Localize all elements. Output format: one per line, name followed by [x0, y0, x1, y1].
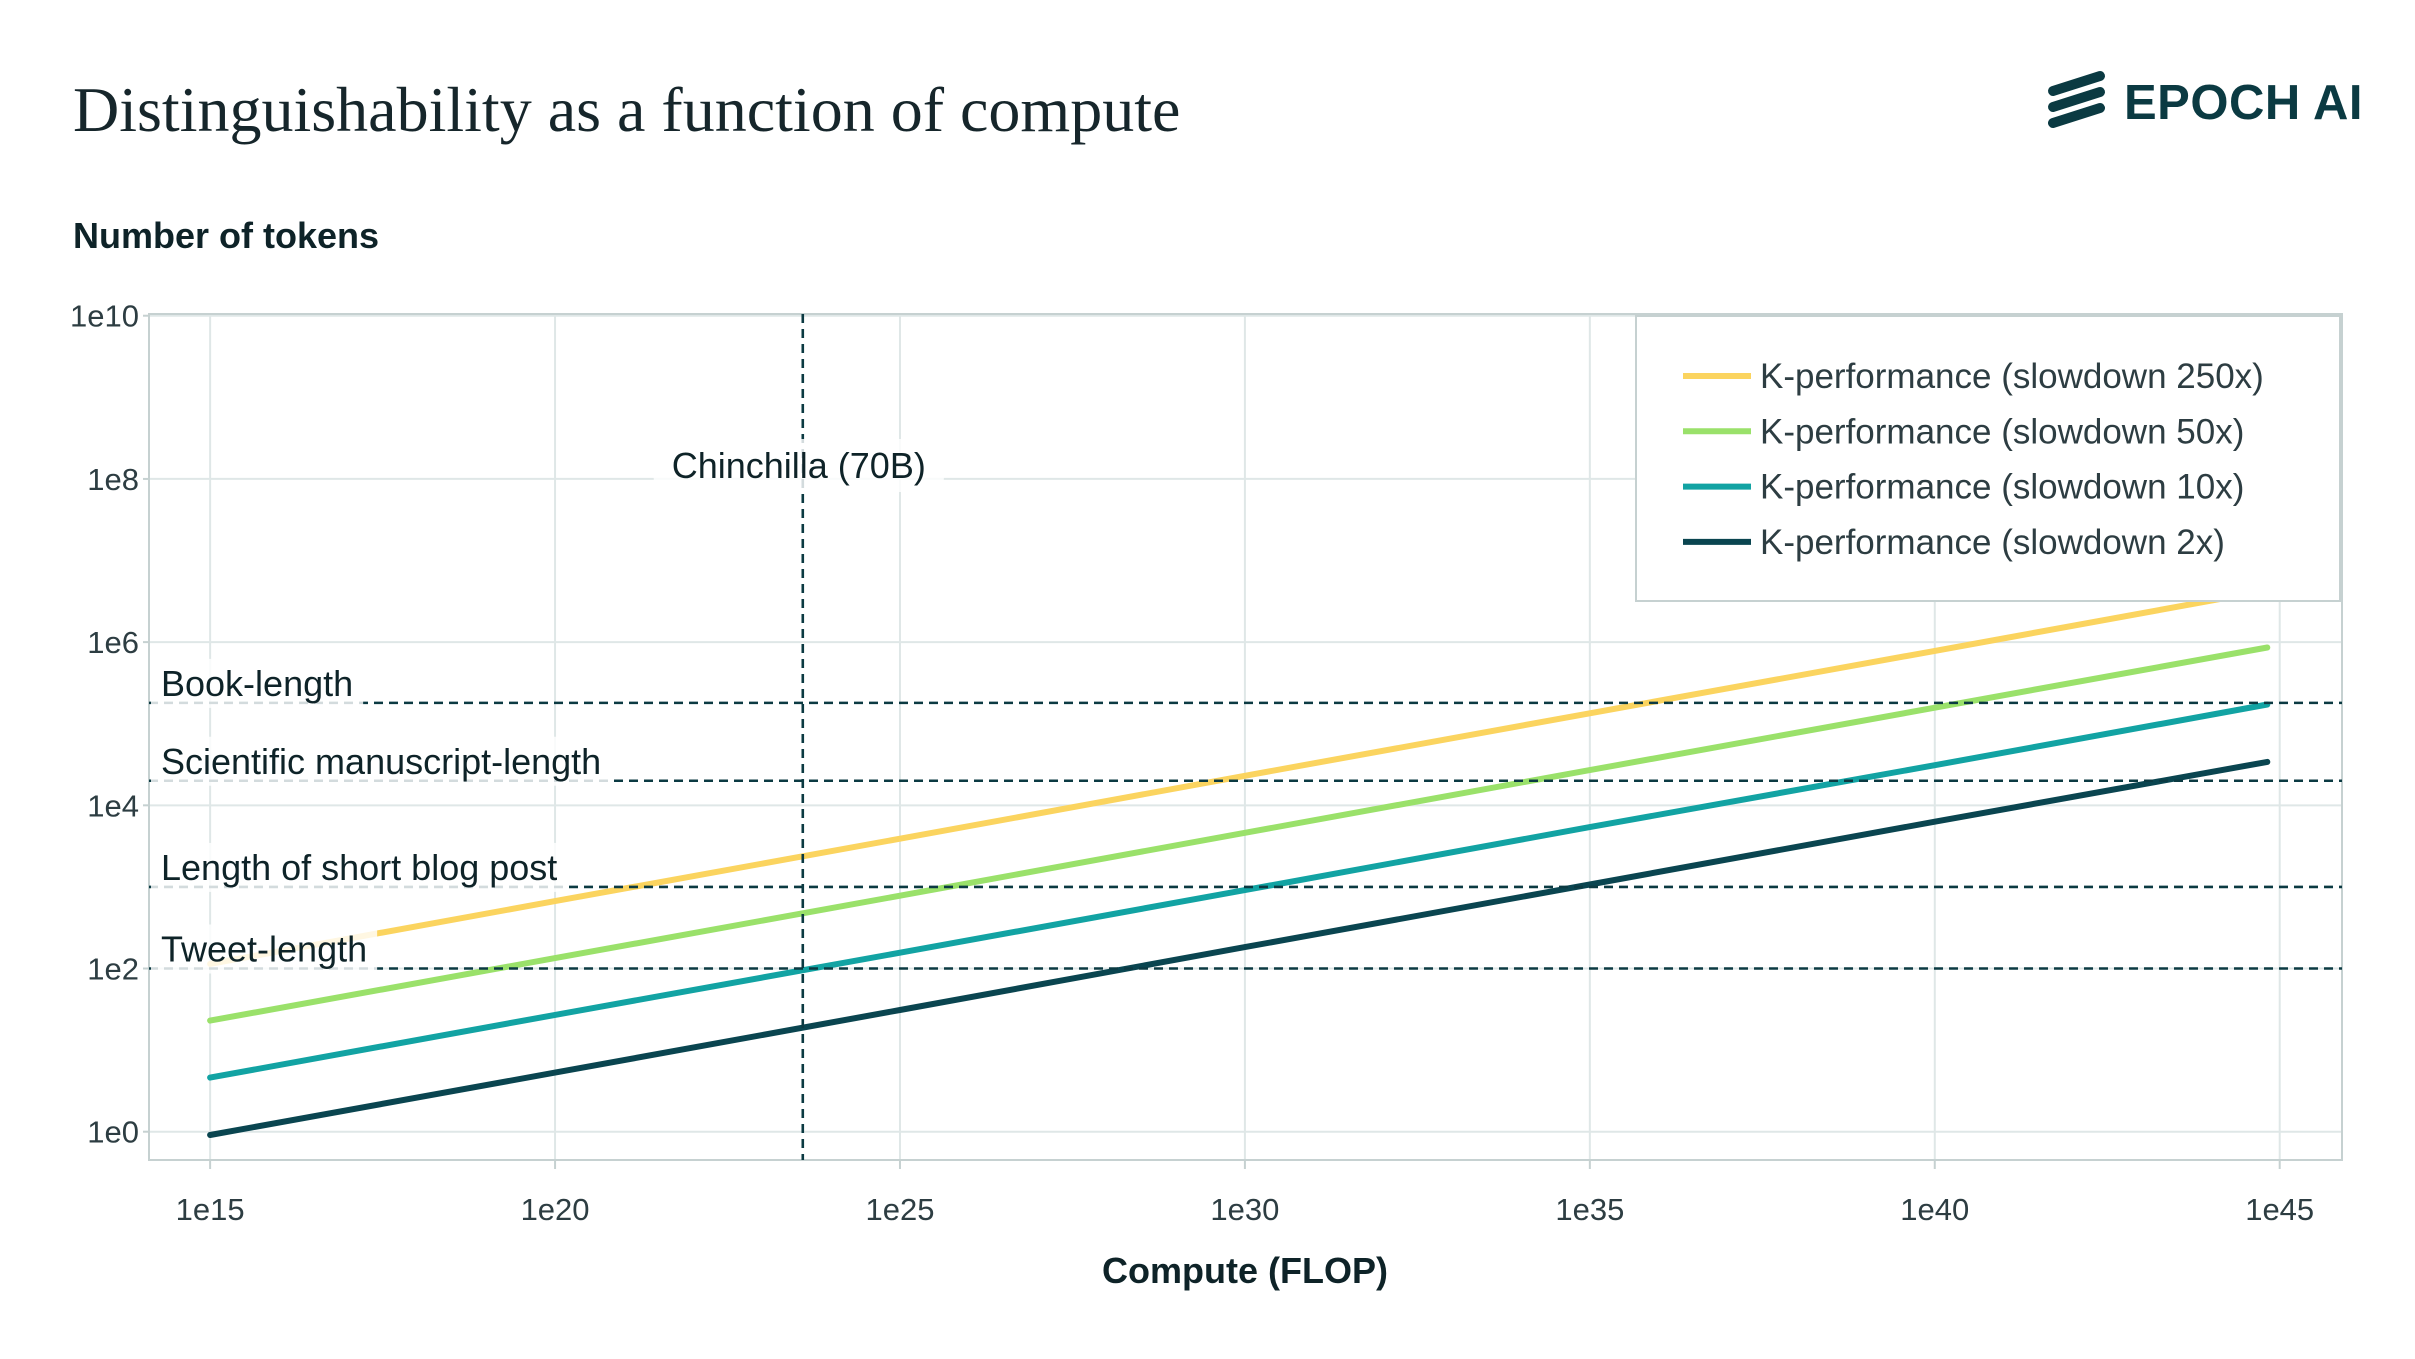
x-tick-label: 1e20 [521, 1192, 590, 1227]
legend-item: K-performance (slowdown 250x) [1683, 357, 2264, 396]
y-axis-title: Number of tokens [73, 215, 379, 256]
y-tick-label: 1e6 [87, 625, 139, 660]
chart-title: Distinguishability as a function of comp… [73, 74, 1180, 145]
annotation-label: Scientific manuscript-length [161, 741, 601, 782]
x-axis-title: Compute (FLOP) [1102, 1250, 1388, 1291]
series-line-k-performance-slowdown-2x [207, 758, 2271, 1138]
y-tick-label: 1e2 [87, 952, 139, 987]
annotation-book-length: Book-length [151, 658, 364, 708]
annotation-label-background [151, 924, 378, 974]
series-line-k-performance-slowdown-10x [207, 701, 2271, 1081]
x-tick-label: 1e45 [2245, 1192, 2314, 1227]
x-axis: 1e15 1e20 1e25 1e30 1e35 1e40 1e45 [176, 1160, 2314, 1227]
annotation-scientific-manuscript-length: Scientific manuscript-length [151, 736, 612, 786]
annotation-label: Length of short blog post [161, 847, 557, 888]
epoch-ai-logo: EPOCH AI [2048, 71, 2363, 130]
annotation-length-of-short-blog-post: Length of short blog post [151, 842, 568, 892]
annotation-label-background [151, 736, 612, 786]
logo-stripe [2048, 103, 2105, 128]
annotation-label-background [653, 439, 944, 492]
logo-wordmark: EPOCH AI [2124, 76, 2363, 130]
x-tick-label: 1e35 [1555, 1192, 1624, 1227]
series-lines [207, 587, 2271, 1138]
annotation-label-background [151, 842, 568, 892]
legend-item: K-performance (slowdown 2x) [1683, 523, 2225, 562]
annotation-label: Tweet-length [161, 929, 367, 970]
legend: K-performance (slowdown 250x) K-performan… [1635, 315, 2341, 602]
epoch-stripes-icon [2048, 71, 2105, 128]
legend-label: K-performance (slowdown 10x) [1760, 468, 2244, 507]
x-tick-label: 1e30 [1210, 1192, 1279, 1227]
annotation-label-background [151, 658, 364, 708]
y-tick-label: 1e10 [70, 299, 139, 334]
legend-label: K-performance (slowdown 250x) [1760, 357, 2264, 396]
y-tick-label: 1e0 [87, 1115, 139, 1150]
plot-area: 1e15 1e20 1e25 1e30 1e35 1e40 1e45 1e0 1e2 1e4 1e6… [70, 299, 2343, 1227]
series-line-k-performance-slowdown-250x [207, 587, 2271, 967]
annotation-chinchilla-70b: Chinchilla (70B) [653, 439, 944, 492]
legend-item: K-performance (slowdown 50x) [1683, 412, 2244, 451]
legend-label: K-performance (slowdown 2x) [1760, 523, 2225, 562]
annotation-label: Book-length [161, 663, 353, 704]
logo-stripe [2048, 71, 2105, 96]
annotation-label: Chinchilla (70B) [672, 445, 926, 486]
legend-box [1635, 315, 2341, 602]
y-tick-label: 1e4 [87, 788, 139, 823]
y-axis: 1e0 1e2 1e4 1e6 1e8 1e10 [70, 299, 149, 1150]
x-tick-label: 1e25 [865, 1192, 934, 1227]
x-tick-label: 1e15 [176, 1192, 245, 1227]
legend-item: K-performance (slowdown 10x) [1683, 468, 2244, 507]
logo-stripe [2048, 87, 2105, 112]
x-tick-label: 1e40 [1900, 1192, 1969, 1227]
annotation-tweet-length: Tweet-length [151, 924, 378, 974]
legend-label: K-performance (slowdown 50x) [1760, 412, 2244, 451]
y-tick-label: 1e8 [87, 462, 139, 497]
series-line-k-performance-slowdown-50x [207, 644, 2271, 1024]
